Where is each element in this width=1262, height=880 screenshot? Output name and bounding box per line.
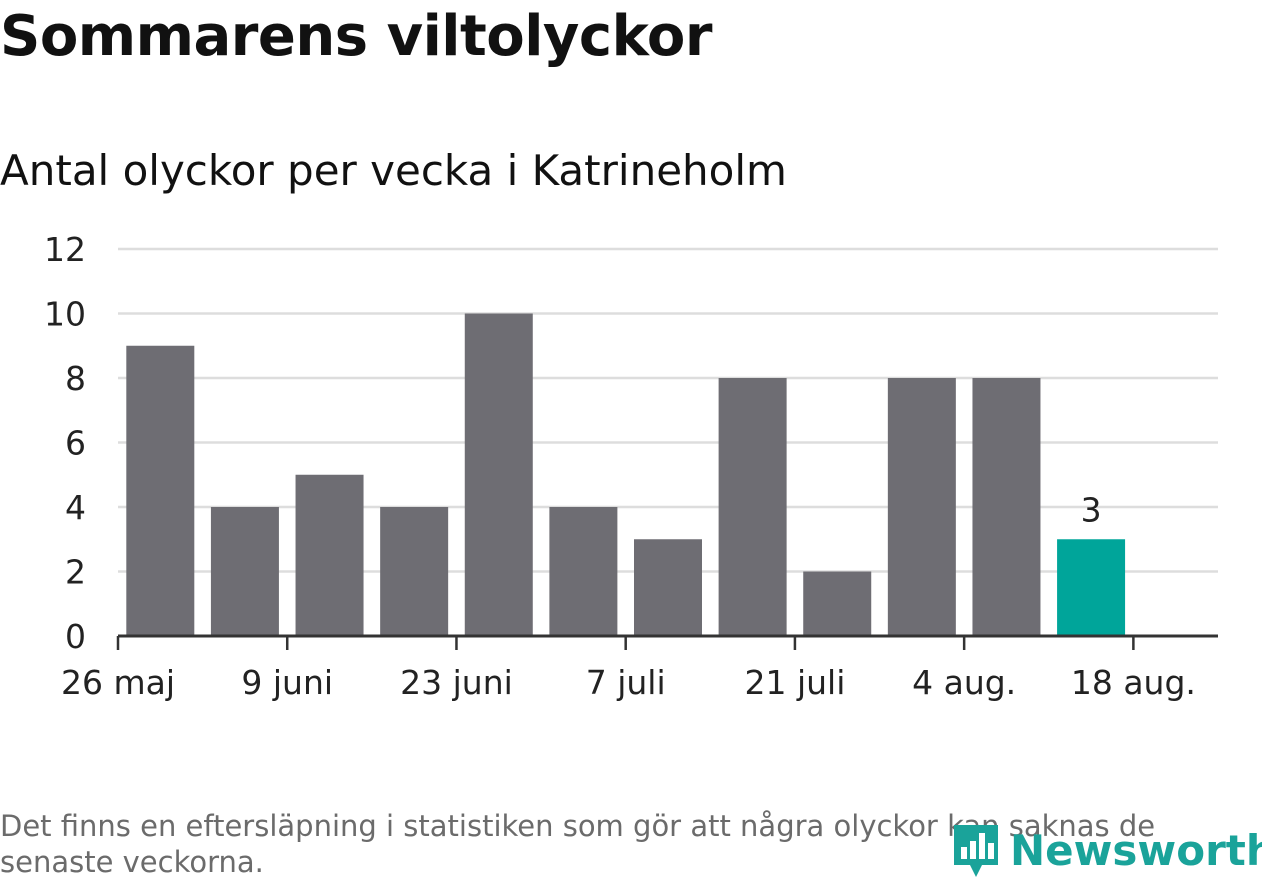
labels: 0 2 4 6 8 10 12 3 26 maj 9 juni 23 juni 7 juli 21 ju… [44, 230, 1196, 702]
bar-2019-06-02 [126, 345, 195, 636]
x-tick-label-2019-07-21: 21 juli [744, 663, 845, 702]
y-tick-label-8: 8 [65, 359, 86, 398]
x-tick-label-2019-06-23: 23 juni [400, 663, 513, 702]
y-tick-label-6: 6 [65, 424, 86, 463]
bar-2019-08-04 [887, 378, 956, 636]
bar-2019-07-21 [718, 378, 787, 636]
bar-2019-06-30 [464, 313, 533, 636]
y-tick-label-2: 2 [65, 553, 86, 592]
bar-chart-pin-icon [954, 825, 998, 877]
newsworthy-logo[interactable]: Newsworthy [950, 820, 1262, 880]
x-tick-label-2019-06-09: 9 juni [241, 663, 333, 702]
bar-2019-06-16 [295, 474, 364, 636]
data-label-2019-08-18: 3 [1081, 490, 1102, 529]
brand-name: Newsworthy [1010, 825, 1262, 875]
chart-subtitle: Antal olyckor per vecka i Katrineholm [0, 146, 787, 195]
gridlines [118, 247, 1218, 573]
bar-2019-06-23 [380, 507, 449, 636]
y-tick-label-12: 12 [44, 230, 86, 269]
bar-chart: 0 2 4 6 8 10 12 3 26 maj 9 juni 23 juni 7 juli 21 ju… [44, 230, 1218, 702]
x-tick-label-2019-08-04: 4 aug. [912, 663, 1016, 702]
y-tick-label-0: 0 [65, 617, 86, 656]
y-tick-label-10: 10 [44, 295, 86, 334]
bar-2019-08-11 [972, 378, 1041, 636]
y-tick-label-4: 4 [65, 488, 86, 527]
bar-2019-08-18 [1057, 539, 1126, 636]
chart-title: Sommarens viltolyckor [0, 4, 712, 69]
x-tick-label-2019-05-26: 26 maj [61, 663, 175, 702]
x-tick-label-2019-07-07: 7 juli [586, 663, 666, 702]
axes [116, 634, 1218, 650]
bar-2019-07-07 [549, 507, 618, 636]
bar-2019-07-14 [634, 539, 702, 636]
bars [126, 313, 1126, 636]
bar-2019-06-09 [210, 507, 279, 636]
bar-2019-07-28 [803, 571, 872, 636]
x-tick-label-2019-08-18: 18 aug. [1071, 663, 1196, 702]
